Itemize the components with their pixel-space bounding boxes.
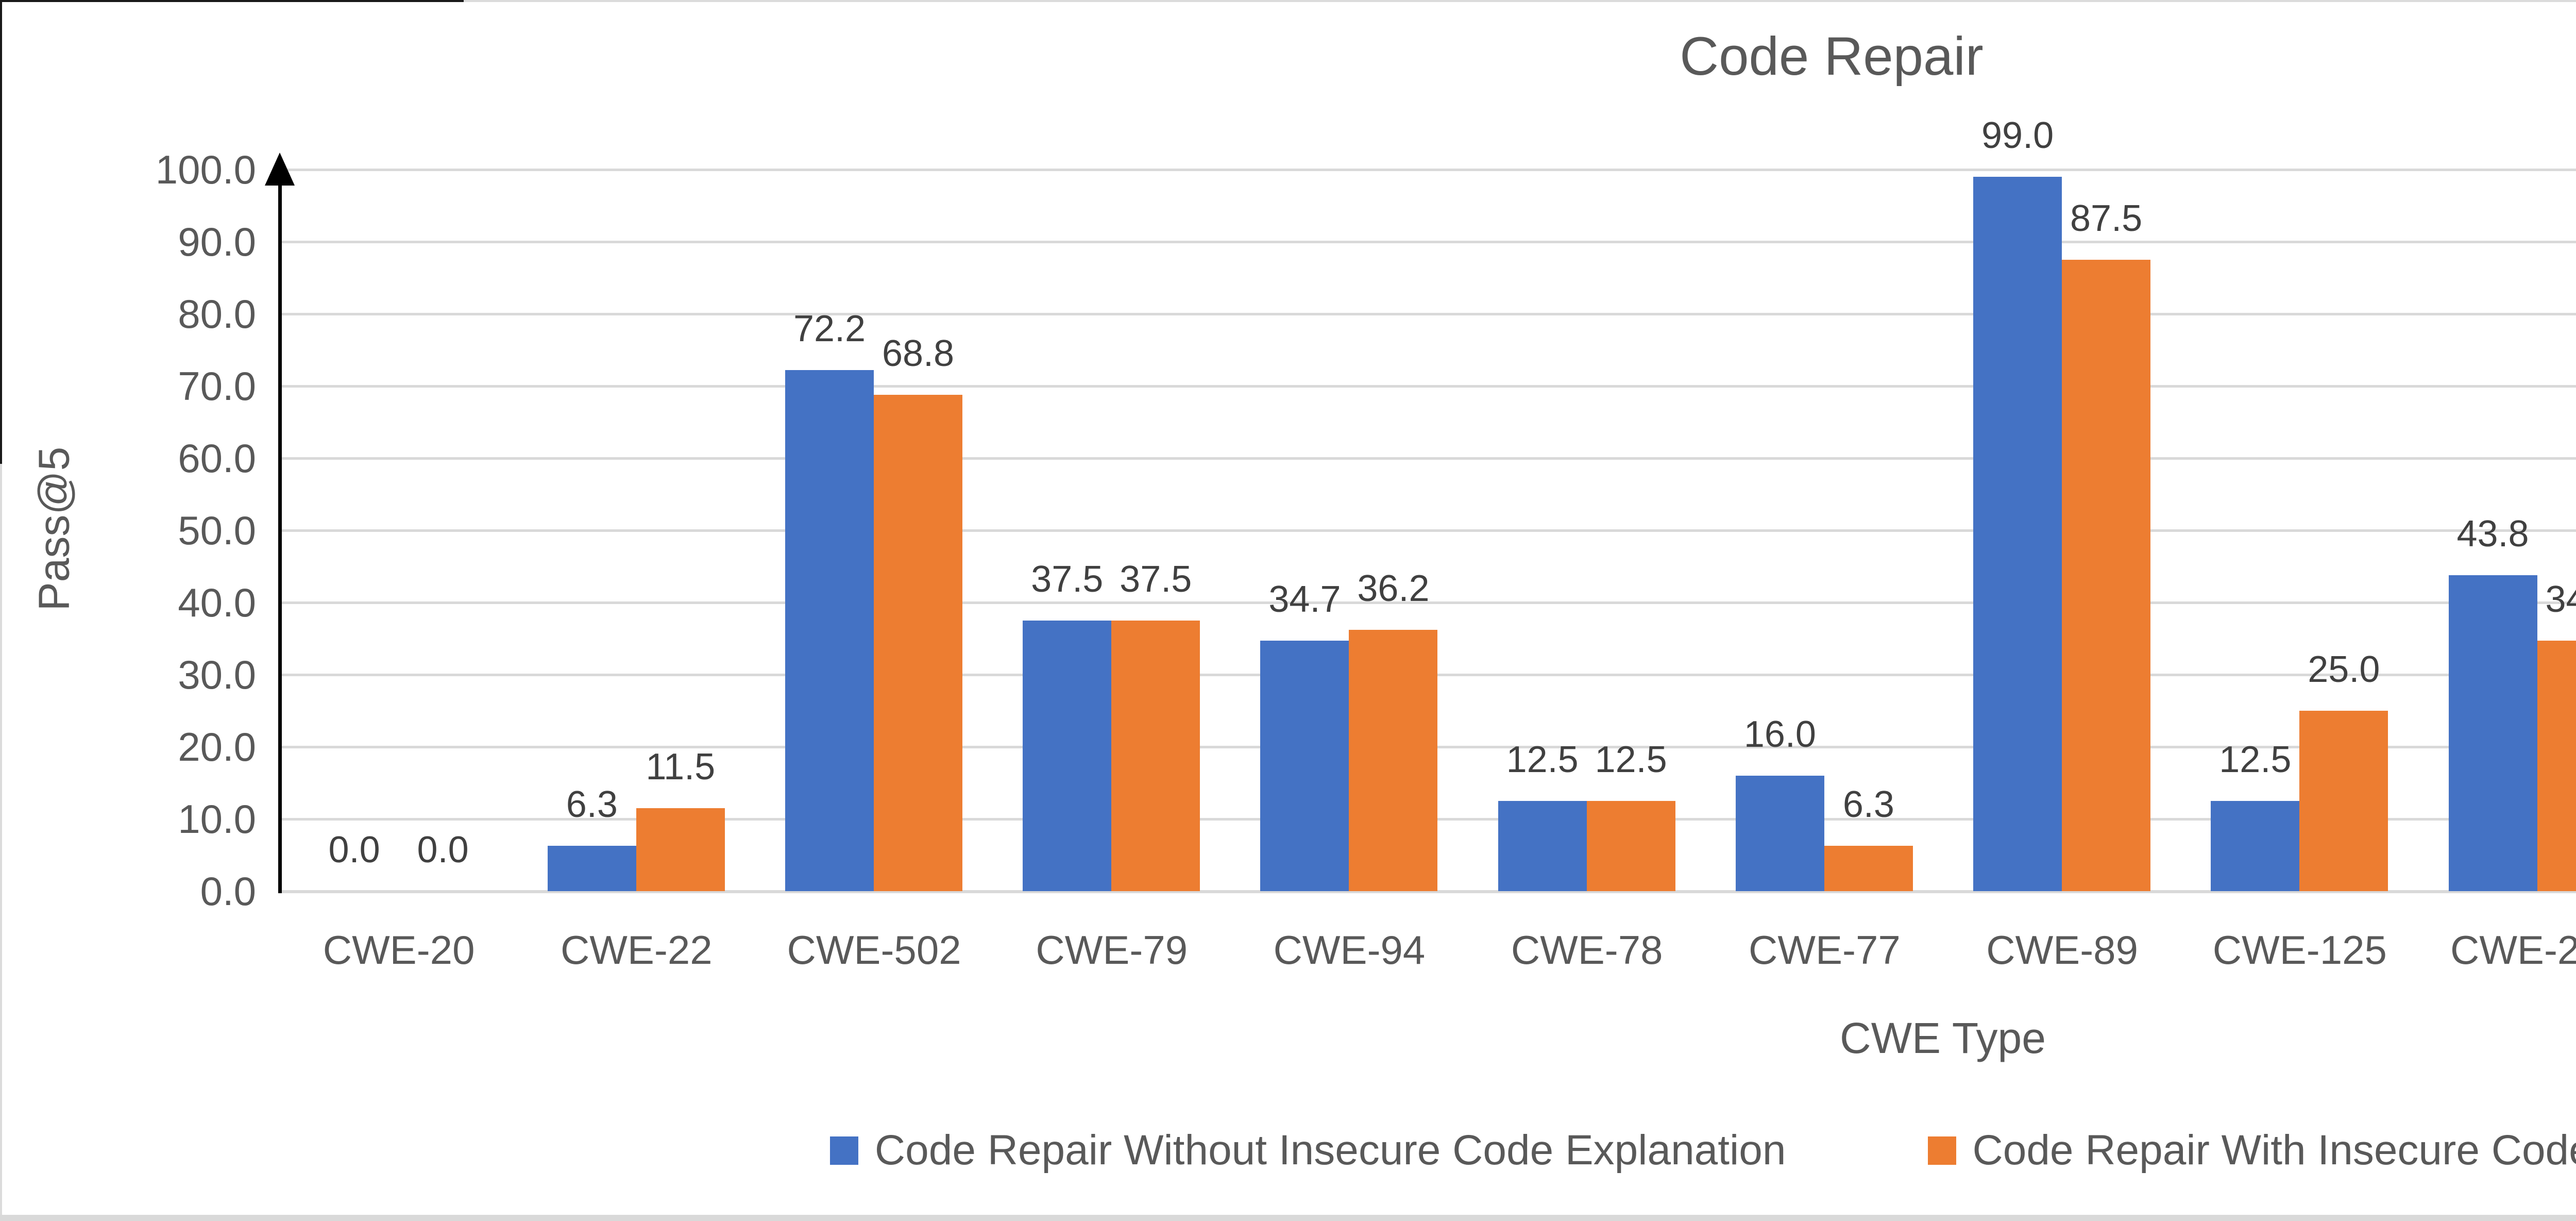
y-tick-label: 70.0 xyxy=(178,363,256,409)
bar-value-label: 6.3 xyxy=(566,784,618,825)
y-tick-label: 90.0 xyxy=(178,219,256,264)
gridline xyxy=(280,601,2576,604)
bar-CWE-79-series1 xyxy=(1023,621,1112,891)
bar-CWE-78-series1 xyxy=(1498,801,1587,891)
bar-CWE-89-series2 xyxy=(2062,260,2151,891)
y-axis-arrow-icon xyxy=(265,153,295,186)
window-bottom-edge xyxy=(0,1215,2576,1221)
bar-CWE-22-series2 xyxy=(636,808,725,891)
y-axis-line xyxy=(278,178,282,893)
x-tick-label-CWE-89: CWE-89 xyxy=(1986,927,2138,973)
gridline xyxy=(280,241,2576,243)
y-tick-label: 20.0 xyxy=(178,724,256,770)
window-left-top-border xyxy=(0,0,2,464)
x-tick-label-CWE-20: CWE-20 xyxy=(323,927,475,973)
bar-CWE-94-series2 xyxy=(1349,630,1438,891)
bar-CWE-125-series2 xyxy=(2299,711,2388,891)
chart-title: Code Repair xyxy=(1680,26,1984,87)
x-tick-label-CWE-94: CWE-94 xyxy=(1273,927,1426,973)
bar-CWE-22-series1 xyxy=(547,846,636,891)
gridline xyxy=(280,169,2576,171)
bar-CWE-269-series2 xyxy=(2537,641,2576,891)
bar-value-label: 34.7 xyxy=(1268,579,1341,620)
bar-CWE-502-series1 xyxy=(785,370,874,891)
bar-value-label: 72.2 xyxy=(793,308,866,349)
bar-CWE-77-series1 xyxy=(1735,776,1824,891)
legend-entry-series1: Code Repair Without Insecure Code Explan… xyxy=(829,1126,1786,1175)
x-tick-label-CWE-269: CWE-269 xyxy=(2450,927,2576,973)
bar-value-label: 99.0 xyxy=(1981,115,2054,156)
bar-value-label: 11.5 xyxy=(646,746,716,788)
bar-value-label: 25.0 xyxy=(2308,649,2380,690)
bar-value-label: 37.5 xyxy=(1120,559,1192,600)
bar-CWE-94-series1 xyxy=(1260,641,1349,891)
bar-CWE-125-series1 xyxy=(2211,801,2300,891)
x-tick-label-CWE-502: CWE-502 xyxy=(787,927,961,973)
x-tick-label-CWE-77: CWE-77 xyxy=(1749,927,1901,973)
legend-swatch-orange-icon xyxy=(1927,1136,1956,1165)
bar-CWE-502-series2 xyxy=(874,395,963,891)
bar-value-label: 0.0 xyxy=(328,829,380,871)
bar-value-label: 37.5 xyxy=(1031,559,1104,600)
y-tick-label: 100.0 xyxy=(155,147,256,192)
bar-value-label: 12.5 xyxy=(2219,739,2292,780)
gridline xyxy=(280,313,2576,315)
y-tick-label: 60.0 xyxy=(178,436,256,481)
x-tick-label-CWE-78: CWE-78 xyxy=(1511,927,1663,973)
y-tick-label: 40.0 xyxy=(178,580,256,625)
legend-label-series2: Code Repair With Insecure Code Explanati… xyxy=(1972,1127,2576,1174)
bar-CWE-77-series2 xyxy=(1824,846,1913,891)
bar-value-label: 43.8 xyxy=(2456,513,2529,555)
y-tick-label: 50.0 xyxy=(178,508,256,553)
gridline xyxy=(280,529,2576,532)
y-axis-title: Pass@5 xyxy=(29,446,78,611)
bar-value-label: 87.5 xyxy=(2070,198,2143,239)
y-tick-label: 10.0 xyxy=(178,796,256,842)
bar-value-label: 6.3 xyxy=(1842,784,1894,825)
gridline xyxy=(280,890,2576,893)
bar-value-label: 0.0 xyxy=(417,829,469,871)
legend-label-series1: Code Repair Without Insecure Code Explan… xyxy=(874,1127,1786,1174)
x-tick-label-CWE-22: CWE-22 xyxy=(560,927,713,973)
window-top-left-border xyxy=(0,0,464,2)
y-tick-label: 30.0 xyxy=(178,652,256,697)
bar-CWE-269-series1 xyxy=(2448,575,2537,891)
bar-CWE-79-series2 xyxy=(1111,621,1200,891)
bar-value-label: 36.2 xyxy=(1357,568,1430,609)
x-tick-label-CWE-79: CWE-79 xyxy=(1036,927,1188,973)
bar-value-label: 34.7 xyxy=(2545,579,2576,620)
gridline xyxy=(280,457,2576,460)
bar-CWE-78-series2 xyxy=(1586,801,1675,891)
window-top-edge xyxy=(0,0,2576,2)
bar-value-label: 12.5 xyxy=(1595,739,1667,780)
bar-value-label: 12.5 xyxy=(1506,739,1579,780)
bar-value-label: 68.8 xyxy=(882,333,955,374)
legend-swatch-blue-icon xyxy=(829,1136,858,1165)
x-tick-label-CWE-125: CWE-125 xyxy=(2212,927,2387,973)
x-axis-title: CWE Type xyxy=(1840,1014,2046,1062)
bar-CWE-89-series1 xyxy=(1973,177,2062,891)
legend: Code Repair Without Insecure Code Explan… xyxy=(0,1126,2576,1175)
window-left-edge xyxy=(0,0,2,1221)
y-tick-label: 80.0 xyxy=(178,291,256,337)
legend-entry-series2: Code Repair With Insecure Code Explanati… xyxy=(1927,1126,2576,1175)
y-tick-label: 0.0 xyxy=(200,868,256,914)
bar-value-label: 16.0 xyxy=(1743,714,1816,755)
gridline xyxy=(280,385,2576,388)
